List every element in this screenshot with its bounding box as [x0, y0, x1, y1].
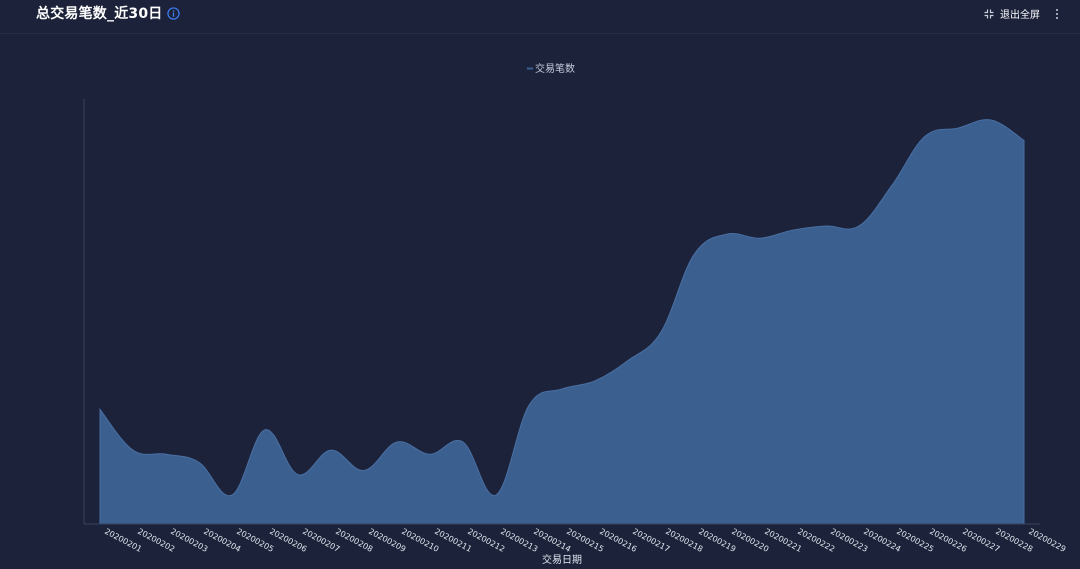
legend-label: 交易笔数	[535, 62, 575, 75]
series-area[interactable]	[99, 119, 1025, 525]
page-title: 总交易笔数_近30日	[36, 6, 163, 22]
exit-fullscreen-label: 退出全屏	[1000, 10, 1040, 21]
more-vertical-icon[interactable]	[1052, 8, 1062, 20]
chart-legend[interactable]: 交易笔数	[527, 62, 575, 75]
legend-swatch	[527, 67, 533, 70]
title-group: 总交易笔数_近30日	[36, 3, 181, 23]
x-axis-ticks: 2020020120200202202002032020020420200205…	[103, 527, 1067, 554]
x-tick-label: 20200229	[1027, 527, 1067, 554]
info-icon[interactable]	[167, 6, 181, 20]
exit-fullscreen-icon	[984, 9, 994, 18]
x-axis-title: 交易日期	[542, 553, 582, 566]
chart-toolbar: 退出全屏	[984, 6, 1062, 21]
exit-fullscreen-button[interactable]: 退出全屏	[984, 6, 1040, 21]
chart-header: 总交易笔数_近30日 退出全屏	[0, 0, 1080, 34]
